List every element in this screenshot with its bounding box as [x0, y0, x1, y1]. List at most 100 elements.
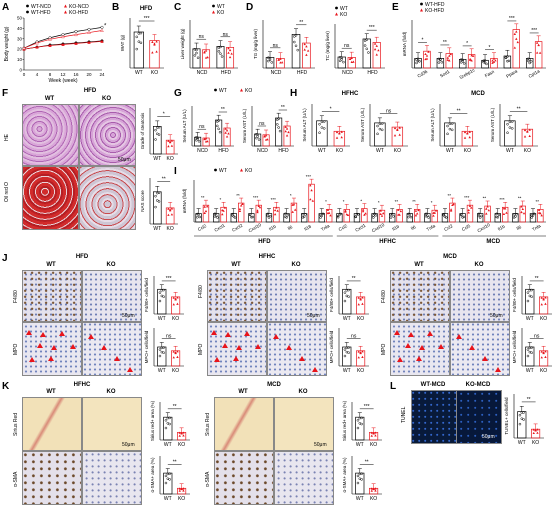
panel-d-left-wt-point: [270, 61, 273, 64]
panel-e-ko-point: [535, 51, 539, 54]
panel-b-wt-point: [135, 35, 138, 39]
panel-k-chart-asma-sig: **: [365, 460, 369, 466]
panel-a-point: [48, 37, 52, 41]
panel-i-ko-point: [344, 210, 347, 213]
panel-l-chart-wt-point: [522, 411, 525, 414]
panel-k-chart-sirius-wt-point: [356, 419, 360, 422]
panel-j-chart-mpo-ko-point: [176, 350, 179, 353]
panel-g-left-wt-point: [195, 136, 198, 139]
panel-k-col-ko: KO: [298, 389, 308, 395]
panel-i-sig: ***: [499, 197, 505, 202]
panel-k-chart-sirius-wt-point: [164, 426, 168, 430]
panel-j-chart-f480-ko-point: [172, 303, 175, 306]
panel-h-chart-xtick: WT: [376, 148, 384, 154]
panel-h-chart-ko-point: [468, 130, 471, 133]
panel-d-right-xtick: NCD: [342, 70, 353, 76]
panel-j-chart-f480-sig: ***: [166, 276, 172, 282]
panel-e-ko-point: [535, 41, 539, 44]
panel-k-chart-sirius-ko-point: [370, 431, 373, 434]
panel-g-right-ko-point: [284, 130, 287, 133]
panel-i-ko-point: [311, 199, 315, 202]
panel-j-chart-mpo-ko-point: [172, 356, 175, 359]
panel-j-title: MCD: [443, 254, 457, 260]
micrograph-j-mpo-ko: [82, 322, 142, 376]
panel-h-chart-ko-point: [526, 130, 529, 133]
panel-h-chart-xtick: WT: [446, 148, 454, 154]
panel-i-ko-point: [487, 209, 491, 212]
panel-k-chart-sirius-ylabel: Sirius red+ area (%): [150, 400, 155, 441]
panel-i-ko-point: [345, 213, 348, 216]
panel-j-row-mpo: MPO: [13, 343, 19, 355]
panel-f-grade-ko-point: [170, 144, 174, 147]
panel-e-wt-point: [439, 58, 442, 62]
panel-i-xtick: Il18: [303, 223, 312, 231]
panel-i-ko-point: [432, 214, 435, 217]
panel-h-chart-ko-point: [528, 134, 531, 138]
panel-d-left-ko-point: [305, 45, 308, 48]
panel-d-left-xtick: NCD: [271, 70, 282, 76]
panel-h-chart-wt-point: [448, 127, 452, 131]
panel-a-point: [74, 30, 78, 34]
mpo-arrow-icon: [397, 357, 403, 362]
panel-d-left-ko-point: [279, 61, 282, 64]
panel-i-xtick: Cxcl1: [214, 222, 227, 232]
micrograph-f-he-ko: [79, 104, 136, 166]
panel-h-group-mcd: MCD: [471, 91, 485, 97]
panel-k-chart-asma-wt-point: [168, 472, 171, 476]
panel-h-chart-wt-point: [322, 120, 326, 123]
panel-h-chart-xtick: KO: [394, 148, 401, 154]
panel-g-legend-marker: [214, 88, 217, 92]
mpo-arrow-icon: [427, 331, 433, 336]
mpo-arrow-icon: [419, 345, 425, 350]
panel-h-chart-wt-point: [506, 131, 509, 135]
panel-h-chart-ko-point: [463, 136, 467, 139]
panel-i-wt-point: [248, 213, 252, 216]
panel-j-chart-mpo-ko-point: [176, 355, 179, 358]
panel-g-left-ko-point: [204, 137, 208, 140]
panel-h-chart-wt-point: [320, 126, 324, 129]
panel-d-right-ko-point: [375, 53, 378, 56]
micrograph-k-sirius-wt: [22, 397, 82, 451]
mpo-arrow-icon: [244, 331, 250, 336]
panel-a-sig: *: [104, 23, 107, 29]
panel-i-ko-point: [294, 208, 297, 211]
panel-i-xtick: Il1b: [497, 223, 506, 231]
panel-j-chart-mpo-ko-point: [172, 350, 175, 353]
panel-k-chart-asma-wt-point: [166, 477, 170, 480]
panel-j-chart-f480-ylabel: F4/80+ cells/field: [329, 278, 334, 312]
panel-a-ytick: 10: [17, 57, 23, 62]
panel-j-chart-f480-ko-point: [357, 303, 360, 306]
panel-i-ko-point: [540, 214, 543, 217]
panel-i-ko-point: [258, 206, 262, 209]
panel-j-chart-mpo-wt-point: [160, 350, 164, 354]
panel-j-chart-f480-wt-point: [347, 288, 350, 292]
panel-l-chart-ko-point: [536, 428, 539, 431]
panel-i-ko-point: [204, 209, 208, 213]
micrograph-f-he-wt: [22, 104, 79, 166]
panel-h-chart-sig: *: [330, 107, 332, 113]
panel-f-row-he: HE: [4, 134, 10, 141]
panel-i-ko-point: [485, 207, 488, 210]
panel-i-wt-point: [196, 212, 199, 216]
panel-i-ko-bar: [466, 204, 474, 223]
panel-i-ko-point: [221, 208, 224, 212]
panel-a-ytick: 30: [17, 36, 23, 41]
panel-k-chart-asma-ko-point: [370, 489, 373, 492]
panel-j-col-ko: KO: [106, 262, 116, 268]
panel-g-right-ko-point: [287, 130, 290, 134]
mpo-arrow-icon: [273, 334, 279, 339]
panel-h-chart-sig: **: [457, 109, 461, 115]
panel-f-nas-wt-point: [157, 200, 161, 203]
micrograph-j-mpo-ko: [267, 322, 327, 376]
micrograph-j-mpo-wt: [390, 322, 450, 376]
panel-i-sig: **: [201, 195, 205, 200]
panel-a-ytick: 40: [17, 26, 23, 31]
panel-d-left-sig: **: [299, 20, 303, 26]
panel-f-grade-ko-point: [167, 139, 170, 142]
panel-i-ko-point: [361, 210, 365, 213]
panel-g-left-wt-point: [216, 124, 219, 128]
panel-j-chart-mpo-ko-point: [361, 350, 364, 353]
panel-a-point: [87, 30, 91, 34]
panel-i-wt-point: [496, 216, 500, 219]
panel-e-ko-point: [470, 59, 473, 62]
